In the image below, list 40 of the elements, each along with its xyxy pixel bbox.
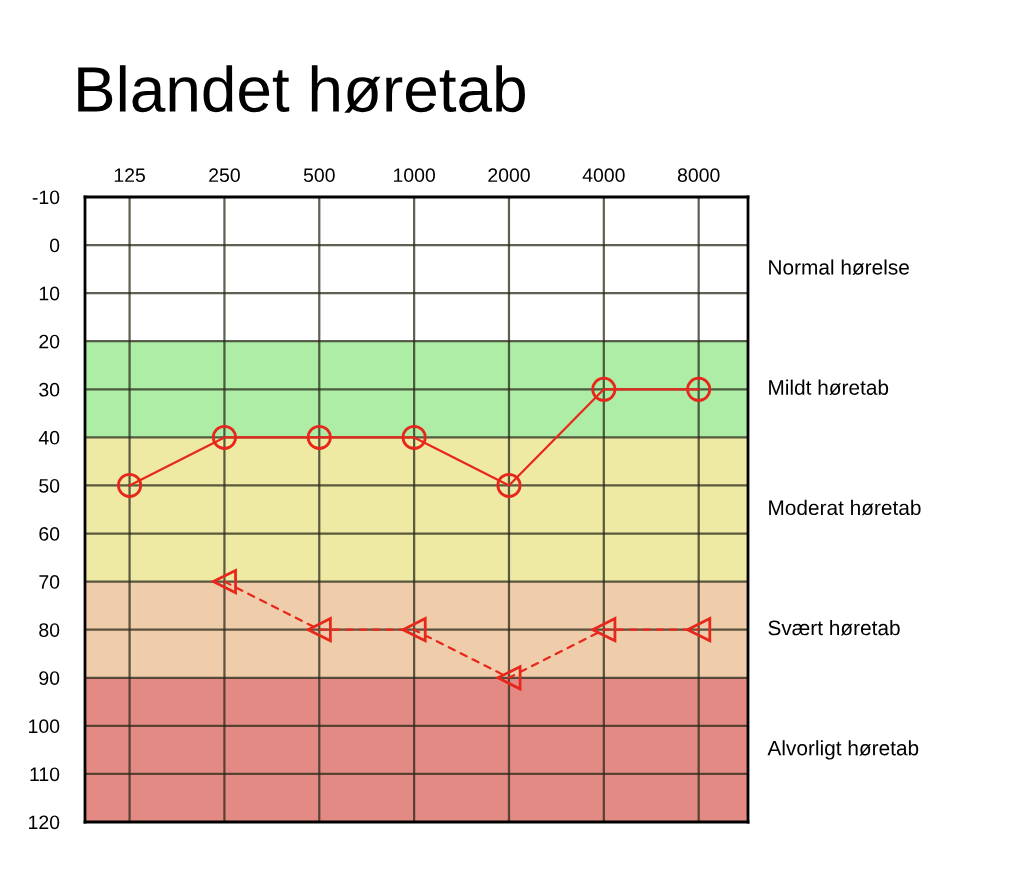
x-tick-label: 4000 [582,168,625,183]
text: Normal hørelse [769,259,909,275]
point [496,665,522,691]
point [306,617,332,643]
x-tick-label: 125 [114,168,145,183]
y-tick-label: 90 [39,671,60,686]
x-tick-label: 8000 [677,168,720,183]
band-label: Moderat høretab [769,499,921,516]
chart-title: Blandet høretab [78,65,525,113]
y-tick-label: 100 [29,719,60,734]
y-tick-label: 70 [39,575,60,589]
band-label: Alvorligt høretab [767,740,919,760]
point [591,376,617,402]
point [686,376,712,402]
point [401,617,427,643]
x-tick-label: 1000 [393,168,435,183]
y-tick-label: 80 [39,623,60,637]
point [211,424,237,450]
y-tick-label: 20 [39,334,60,349]
point [306,424,332,450]
y-tick-label: 120 [29,815,60,830]
point [686,617,712,643]
point [211,569,237,595]
x-tick-label: 2000 [488,168,530,183]
point [496,472,522,498]
y-tick-label: 60 [39,527,60,541]
y-tick-label: 40 [38,430,60,445]
point [117,472,143,498]
y-tick-label: 110 [30,767,60,782]
y-tick-label: 50 [39,478,60,493]
x-tick-label: 250 [209,168,240,183]
y-tick-label: 10 [39,286,60,301]
y-tick-label: 0 [49,238,60,253]
point [591,617,617,643]
band-label: Svært høretab [768,619,900,636]
x-tick-label: 500 [303,168,335,183]
y-tick-label: 30 [39,382,60,397]
point [401,424,427,450]
band-label: Mildt høretab [769,379,889,396]
y-tick-label: -10 [32,190,60,205]
